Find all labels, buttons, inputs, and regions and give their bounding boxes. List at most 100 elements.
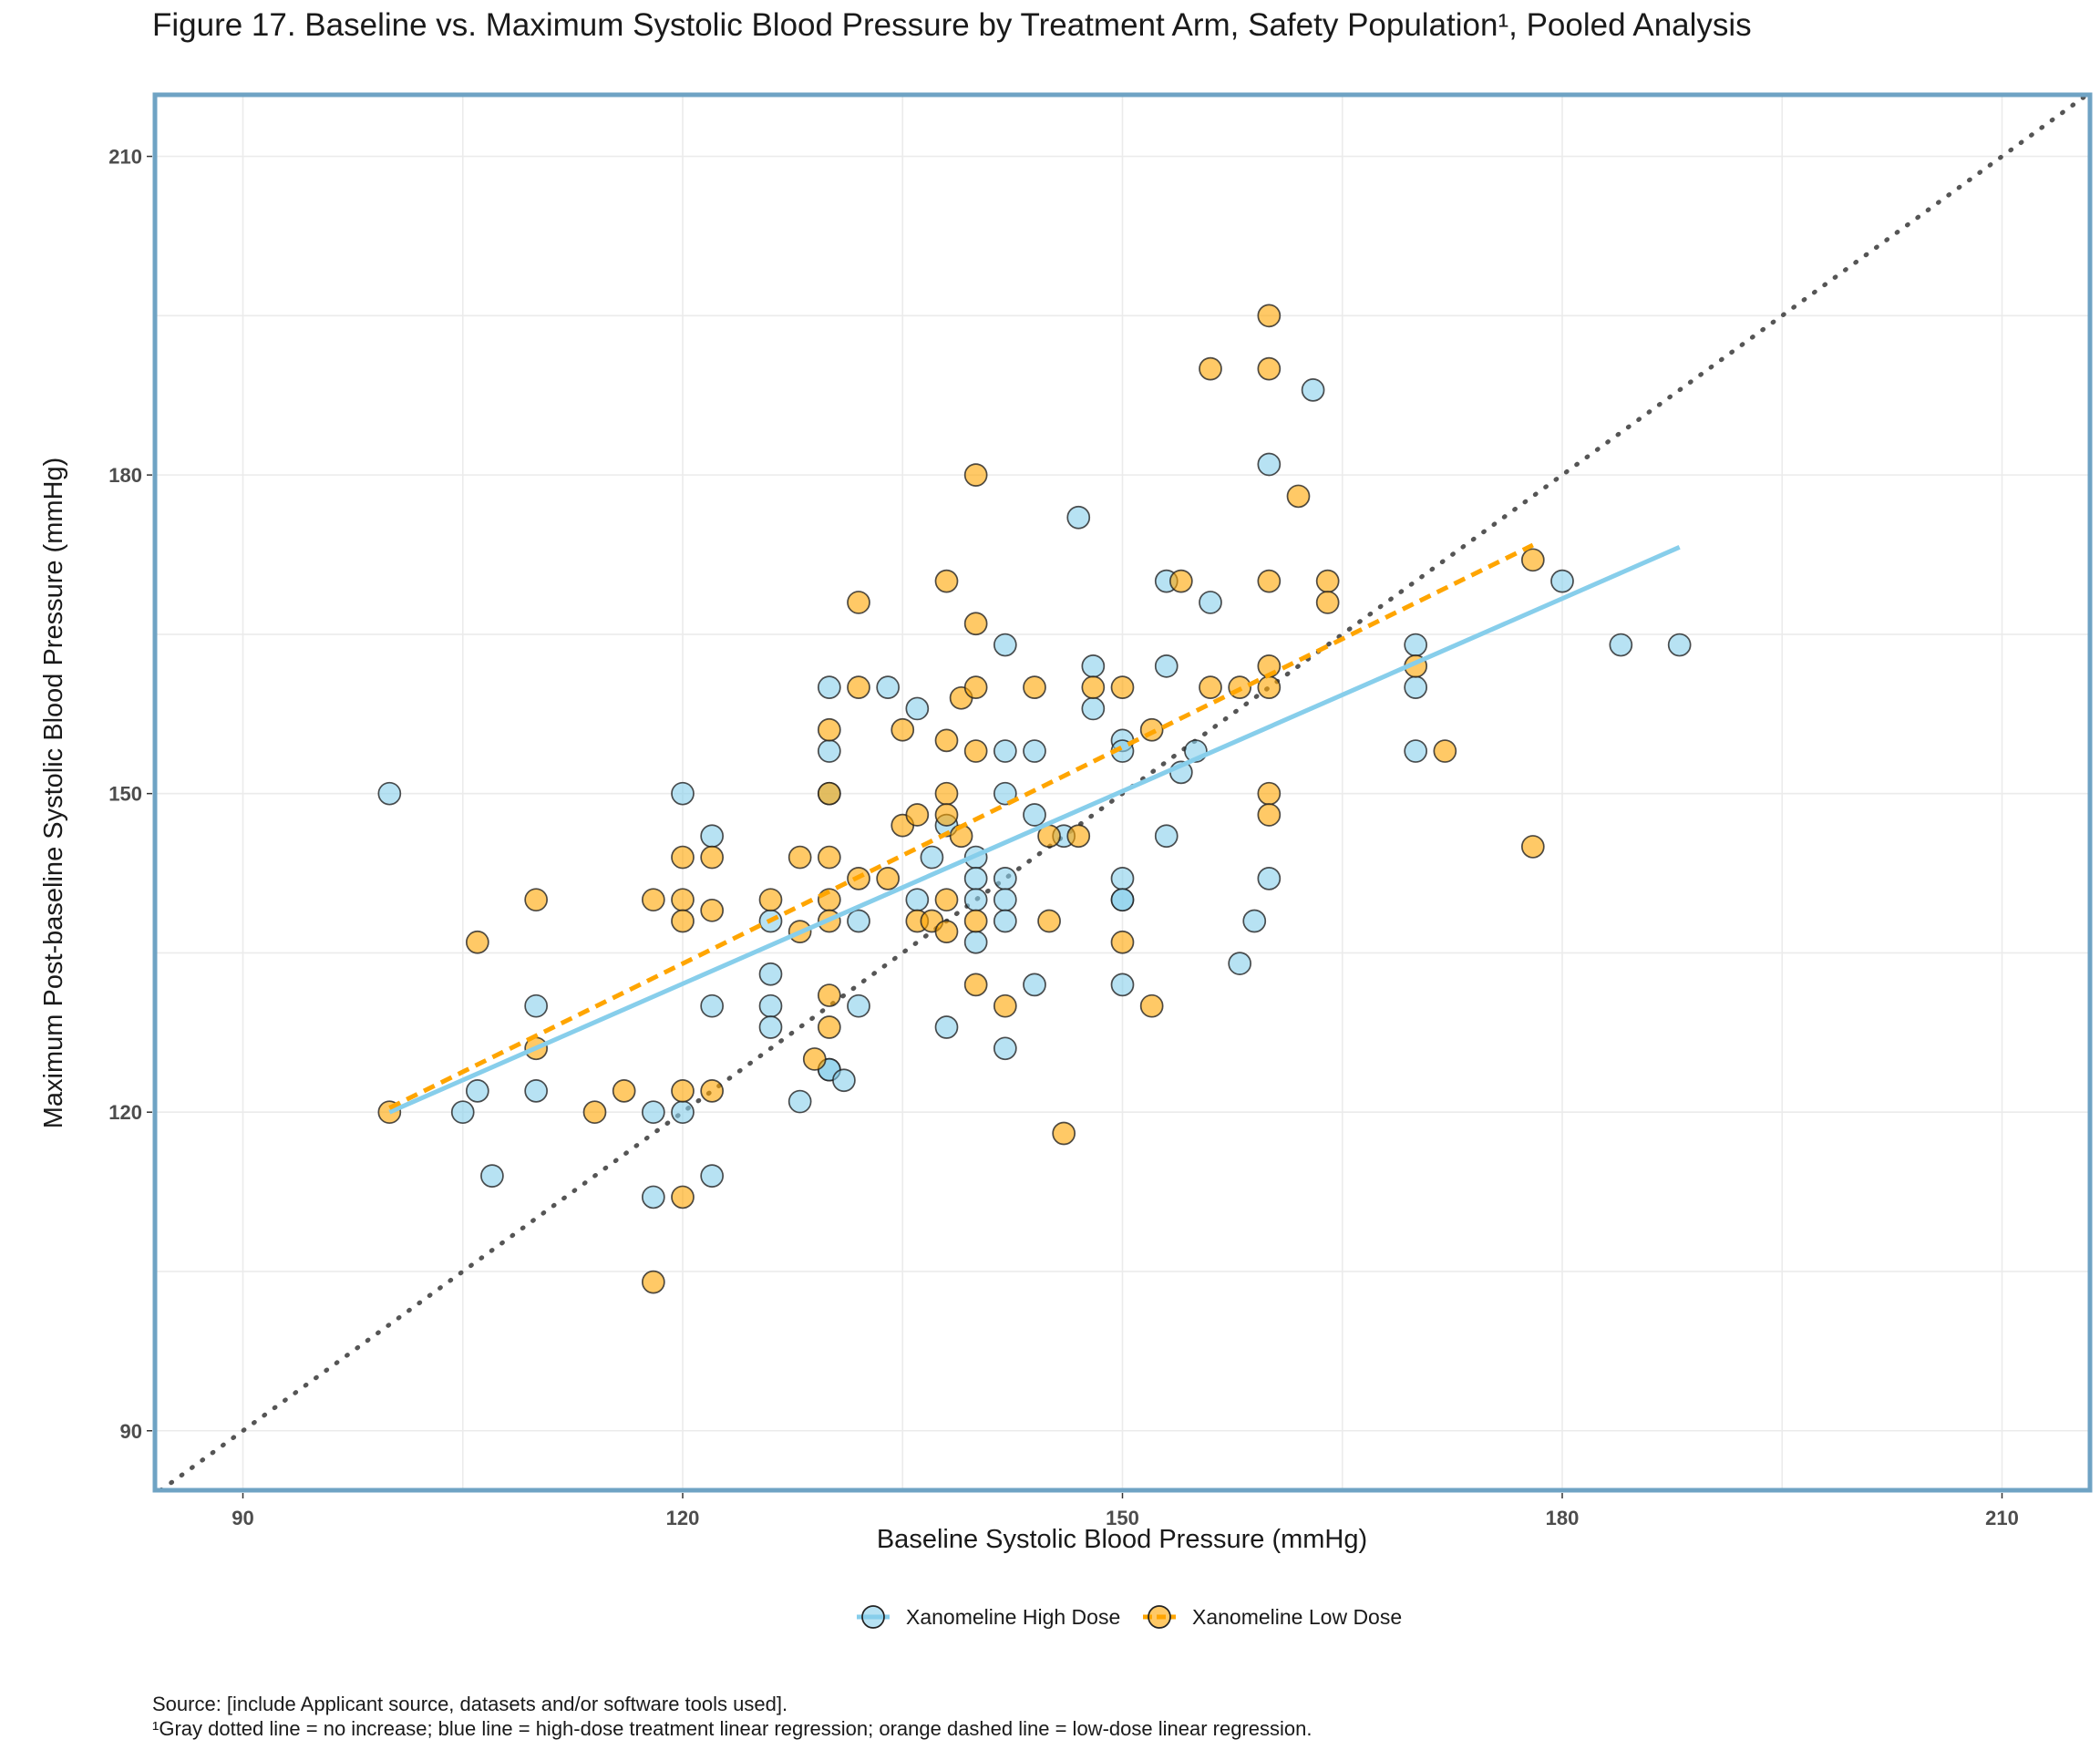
data-point: [1154, 824, 1179, 849]
data-point: [905, 803, 930, 827]
data-point: [788, 845, 812, 870]
data-point: [817, 781, 841, 806]
data-point: [1154, 654, 1179, 678]
data-point: [963, 612, 988, 636]
legend-item-series-1: Xanomeline High Dose: [857, 1605, 1120, 1629]
data-point: [1023, 675, 1046, 700]
data-point: [1168, 569, 1193, 593]
y-tick-label: 210: [108, 146, 142, 169]
data-point: [788, 1089, 812, 1114]
data-point: [671, 888, 695, 912]
data-point: [1110, 930, 1135, 954]
data-point: [1110, 888, 1135, 912]
data-point: [1081, 654, 1106, 678]
data-point: [934, 728, 959, 753]
data-point: [817, 983, 841, 1007]
data-point: [934, 803, 959, 827]
data-point: [1667, 633, 1692, 657]
data-point: [1315, 591, 1340, 614]
data-point: [963, 909, 988, 933]
data-point: [641, 888, 665, 912]
data-point: [993, 888, 1017, 912]
data-points: [377, 304, 1692, 1294]
data-point: [963, 463, 988, 487]
data-point: [1139, 993, 1164, 1018]
data-point: [1301, 378, 1325, 402]
data-point: [1257, 356, 1282, 381]
x-tick-label: 210: [1985, 1507, 2019, 1529]
legend-label: Xanomeline High Dose: [906, 1605, 1120, 1629]
data-point: [817, 845, 841, 870]
data-point: [817, 675, 841, 700]
data-point: [847, 909, 870, 933]
data-point: [1066, 505, 1091, 530]
legend-key-marker: [1148, 1605, 1171, 1629]
data-point: [905, 696, 930, 721]
data-point: [934, 920, 959, 943]
data-point: [1257, 304, 1282, 328]
data-point: [641, 1100, 665, 1125]
data-point: [1052, 1121, 1076, 1146]
legend-label: Xanomeline Low Dose: [1192, 1605, 1402, 1629]
data-point: [1023, 803, 1046, 827]
data-point: [700, 824, 725, 849]
data-point: [963, 930, 988, 954]
data-point: [480, 1164, 504, 1188]
data-point: [934, 1015, 959, 1039]
y-tick-label: 180: [108, 464, 142, 487]
data-point: [1257, 781, 1282, 806]
data-point: [641, 1270, 665, 1294]
chart-title: Figure 17. Baseline vs. Maximum Systolic…: [152, 7, 1752, 43]
data-point: [1110, 973, 1135, 997]
data-point: [1081, 696, 1106, 721]
data-point: [993, 867, 1017, 890]
data-point: [758, 993, 783, 1018]
x-tick-label: 120: [666, 1507, 700, 1529]
data-point: [1404, 675, 1428, 700]
data-point: [890, 717, 915, 742]
x-tick-label: 90: [232, 1507, 253, 1529]
data-point: [817, 739, 841, 763]
data-point: [934, 569, 959, 593]
data-point: [641, 1185, 665, 1210]
legend: Xanomeline High Dose Xanomeline Low Dose: [857, 1605, 1402, 1629]
data-point: [1550, 569, 1574, 593]
footnotes: Source: [include Applicant source, datas…: [152, 1692, 1312, 1741]
data-point: [993, 1036, 1017, 1061]
data-point: [758, 888, 783, 912]
series-1-points: [377, 378, 1692, 1210]
data-point: [847, 675, 870, 700]
x-tick-label: 180: [1546, 1507, 1580, 1529]
data-point: [993, 781, 1017, 806]
data-point: [671, 781, 695, 806]
y-tick-label: 90: [120, 1420, 142, 1443]
data-point: [993, 909, 1017, 933]
legend-explanation-note: ¹Gray dotted line = no increase; blue li…: [152, 1717, 1312, 1740]
data-point: [1066, 824, 1091, 849]
data-point: [377, 781, 402, 806]
regression-line-series-2: [388, 542, 1534, 1110]
data-point: [876, 675, 901, 700]
data-point: [700, 1079, 725, 1103]
data-point: [1023, 973, 1046, 997]
data-point: [847, 993, 870, 1018]
data-point: [963, 867, 988, 890]
data-point: [1257, 452, 1282, 477]
data-point: [1257, 675, 1282, 700]
legend-key-marker: [861, 1605, 885, 1629]
data-point: [1315, 569, 1340, 593]
data-point: [1139, 717, 1164, 742]
data-point: [832, 1068, 856, 1093]
data-point: [582, 1100, 607, 1125]
data-point: [993, 993, 1017, 1018]
data-point: [700, 1164, 725, 1188]
data-point: [934, 888, 959, 912]
data-point: [993, 633, 1017, 657]
data-point: [671, 909, 695, 933]
data-point: [758, 1015, 783, 1039]
data-point: [1404, 739, 1428, 763]
data-point: [963, 973, 988, 997]
data-point: [1199, 591, 1222, 614]
data-point: [1286, 484, 1311, 509]
